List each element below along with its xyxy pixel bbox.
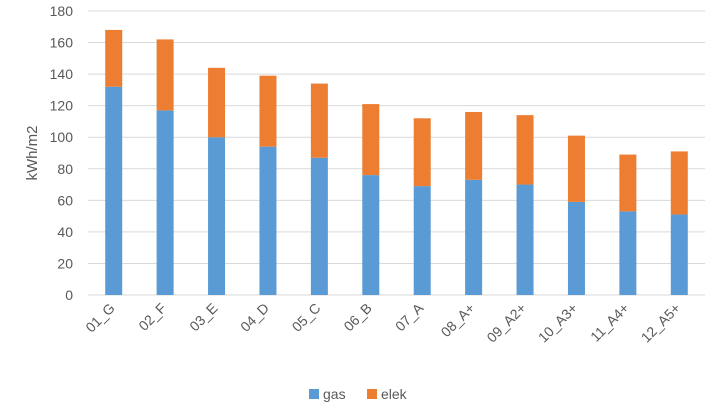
bar-gas [208, 137, 226, 295]
bar-elek [105, 29, 123, 87]
bar-elek [619, 154, 637, 212]
gridlines [88, 10, 705, 296]
bar-elek [310, 83, 328, 158]
y-axis-ticks: 0 20 40 60 80 100 120 140 160 180 [50, 3, 74, 303]
x-tick-label: 08_A+ [438, 300, 478, 340]
bar-elek [362, 104, 380, 176]
bar-gas [156, 110, 174, 296]
bar-gas [105, 86, 123, 295]
y-tick-label: 140 [50, 66, 74, 82]
y-tick-label: 40 [57, 224, 73, 240]
bar-elek [516, 115, 534, 185]
y-tick-label: 60 [57, 192, 73, 208]
bar-gas [259, 146, 277, 295]
x-tick-label: 10_A3+ [535, 300, 581, 346]
bars [105, 29, 688, 296]
bar-elek [670, 151, 688, 215]
y-tick-label: 160 [50, 35, 74, 51]
bar-gas [670, 214, 688, 295]
y-tick-label: 80 [57, 161, 73, 177]
bar-elek [156, 39, 174, 111]
x-tick-label: 02_F [135, 300, 169, 334]
x-tick-label: 09_A2+ [483, 300, 529, 346]
bar-gas [465, 179, 483, 295]
x-tick-label: 06_B [340, 300, 374, 334]
legend-swatch-elek [367, 389, 377, 399]
bar-gas [310, 157, 328, 295]
bar-gas [413, 186, 431, 295]
y-tick-label: 0 [65, 287, 73, 303]
x-axis-ticks: 01_G 02_F 03_E 04_D 05_C 06_B 07_A 08_A+ 09_A2+ 1… [82, 299, 683, 345]
x-tick-label: 01_G [82, 300, 118, 336]
bar-elek [259, 75, 277, 147]
x-tick-label: 11_A4+ [587, 300, 632, 345]
y-tick-label: 20 [57, 255, 73, 271]
y-tick-label: 100 [50, 129, 74, 145]
bar-elek [208, 67, 226, 138]
y-tick-label: 180 [50, 3, 74, 19]
x-tick-label: 04_D [237, 300, 272, 335]
x-tick-label: 07_A [392, 299, 427, 334]
legend-label-elek: elek [381, 386, 408, 402]
y-axis-title: kWh/m2 [24, 125, 41, 180]
bar-elek [413, 118, 431, 187]
x-tick-label: 05_C [289, 300, 324, 335]
bar-gas [567, 201, 585, 295]
bar-elek [567, 135, 585, 202]
bar-gas [362, 175, 380, 295]
bar-gas [516, 184, 534, 295]
legend-swatch-gas [309, 389, 319, 399]
legend-label-gas: gas [323, 386, 346, 402]
bar-gas [619, 211, 637, 295]
x-tick-label: 03_E [186, 300, 220, 334]
x-tick-label: 12_A5+ [638, 300, 684, 346]
bar-elek [465, 111, 483, 180]
legend: gas elek [309, 386, 408, 402]
y-tick-label: 120 [50, 98, 74, 114]
